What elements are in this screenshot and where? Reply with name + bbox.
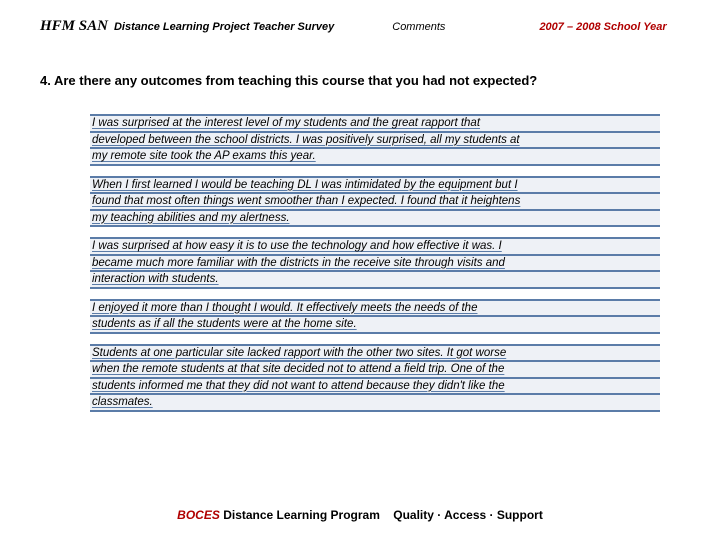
response-line: classmates. — [90, 393, 660, 412]
response-line: I was surprised at how easy it is to use… — [90, 237, 660, 254]
response-line: became much more familiar with the distr… — [90, 254, 660, 271]
response-line: I enjoyed it more than I thought I would… — [90, 299, 660, 316]
page-header: HFM SAN Distance Learning Project Teache… — [0, 0, 720, 35]
response-line: my teaching abilities and my alertness. — [90, 209, 660, 228]
response-block: When I first learned I would be teaching… — [90, 176, 660, 228]
response-line: students informed me that they did not w… — [90, 377, 660, 394]
footer-tagline: Quality · Access · Support — [393, 508, 543, 522]
response-block: I enjoyed it more than I thought I would… — [90, 299, 660, 334]
page-footer: BOCES Distance Learning Program Quality … — [0, 508, 720, 522]
survey-question: 4. Are there any outcomes from teaching … — [0, 35, 720, 88]
response-line: I was surprised at the interest level of… — [90, 114, 660, 131]
response-line: when the remote students at that site de… — [90, 360, 660, 377]
response-line: Students at one particular site lacked r… — [90, 344, 660, 361]
project-title: Distance Learning Project Teacher Survey — [114, 21, 334, 33]
response-block: Students at one particular site lacked r… — [90, 344, 660, 412]
response-block: I was surprised at how easy it is to use… — [90, 237, 660, 289]
responses-container: I was surprised at the interest level of… — [90, 114, 660, 412]
response-line: found that most often things went smooth… — [90, 192, 660, 209]
org-name: HFM SAN — [40, 18, 108, 35]
comments-label: Comments — [392, 21, 445, 33]
response-line: When I first learned I would be teaching… — [90, 176, 660, 193]
response-line: my remote site took the AP exams this ye… — [90, 147, 660, 166]
footer-program: Distance Learning Program — [223, 508, 380, 522]
response-line: developed between the school districts. … — [90, 131, 660, 148]
response-block: I was surprised at the interest level of… — [90, 114, 660, 166]
response-line: interaction with students. — [90, 270, 660, 289]
school-year: 2007 – 2008 School Year — [539, 21, 666, 33]
response-line: students as if all the students were at … — [90, 315, 660, 334]
footer-boces: BOCES — [177, 508, 220, 522]
